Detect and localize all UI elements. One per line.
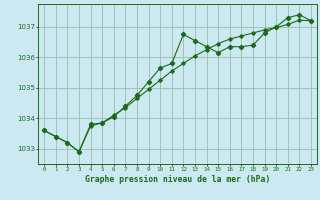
- X-axis label: Graphe pression niveau de la mer (hPa): Graphe pression niveau de la mer (hPa): [85, 175, 270, 184]
